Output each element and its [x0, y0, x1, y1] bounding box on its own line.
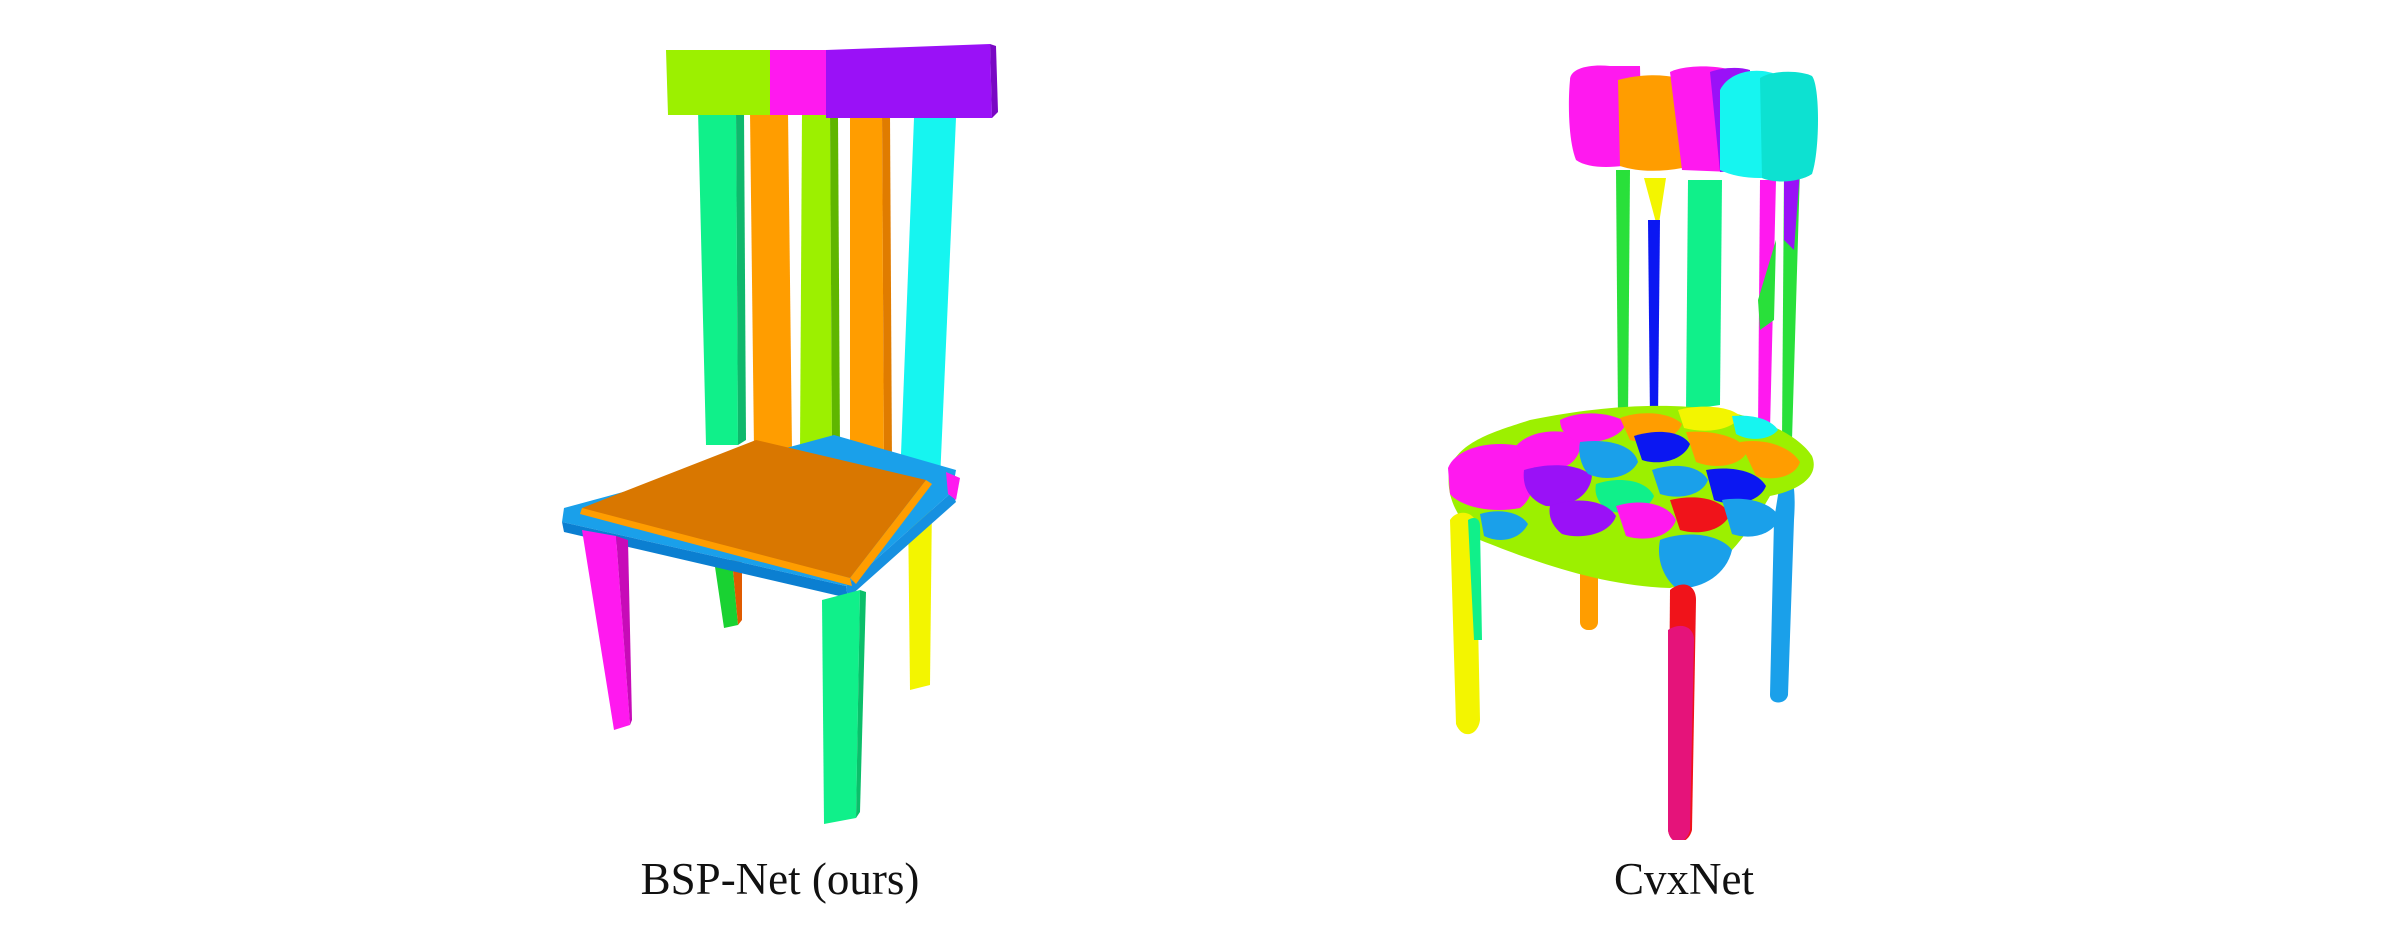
seat-blob-16 — [1616, 502, 1676, 539]
leg-back-left — [714, 560, 738, 628]
top-rail-middle — [770, 50, 826, 115]
seat-blob-3 — [1560, 413, 1626, 443]
leg-back-right — [1770, 470, 1795, 703]
bsp-net-chair-render — [562, 44, 998, 824]
leg-back-left-side — [732, 560, 742, 625]
slat-5 — [900, 118, 956, 480]
seat-blob-15 — [1549, 500, 1616, 537]
seat-blob-10 — [1686, 431, 1748, 466]
seat-blob-6 — [1732, 415, 1778, 439]
seat-blob-8 — [1579, 440, 1638, 478]
seat-blob-9 — [1634, 431, 1690, 463]
top-rail-end — [990, 44, 998, 118]
slat-1 — [698, 110, 738, 445]
slat-4 — [850, 112, 884, 470]
seat-frame-edge — [562, 522, 848, 598]
leg-front-right — [822, 590, 860, 824]
caption-bsp-net: BSP-Net (ours) — [640, 854, 920, 904]
seat-blob-13 — [1652, 465, 1708, 497]
top-rail-orange — [1618, 75, 1682, 171]
slat-2 — [750, 112, 792, 450]
seat-blob-20 — [1480, 511, 1528, 540]
leg-front-right — [1668, 625, 1694, 840]
top-rail-left — [666, 50, 770, 115]
seat-blob-7 — [1523, 465, 1592, 507]
upright-right-top — [1784, 170, 1800, 250]
seat-corner-accent — [946, 472, 960, 500]
slat-3-side — [830, 112, 840, 452]
slat-1-side — [736, 110, 746, 445]
seat-blob-14 — [1706, 468, 1766, 504]
seat-board-front — [580, 508, 852, 586]
slat-triangle — [1644, 178, 1666, 230]
seat-blob-2 — [1516, 431, 1581, 472]
seat-frame-side — [846, 492, 956, 598]
leg-front-right-side — [856, 590, 866, 818]
seat-board — [582, 440, 926, 578]
seat-blob-5 — [1678, 406, 1740, 431]
top-rail-teal — [1760, 71, 1818, 182]
seat-blob-17 — [1670, 497, 1730, 533]
seat-board-side — [850, 480, 932, 584]
slat-3 — [800, 112, 832, 452]
top-rail-right — [826, 44, 992, 118]
seat-blob-19 — [1658, 534, 1732, 589]
bsp-net-panel — [520, 0, 1040, 926]
caption-cvxnet: CvxNet — [1614, 854, 1754, 904]
slat-wide — [1686, 180, 1722, 410]
leg-front-left-side — [616, 536, 632, 725]
slat-4-side — [882, 112, 892, 470]
seat-blob-18 — [1722, 498, 1780, 537]
cvxnet-panel — [1420, 0, 1880, 926]
slat-blue — [1648, 220, 1660, 420]
slat-pink-lower — [1758, 240, 1776, 330]
leg-back-right — [908, 500, 932, 690]
upright-left — [1616, 170, 1630, 420]
cvxnet-chair-render — [1448, 65, 1818, 840]
seat-blob-11 — [1740, 440, 1800, 479]
leg-front-left-side — [1468, 518, 1482, 640]
seat-blob-1 — [1448, 444, 1535, 511]
leg-front-left — [582, 530, 630, 730]
